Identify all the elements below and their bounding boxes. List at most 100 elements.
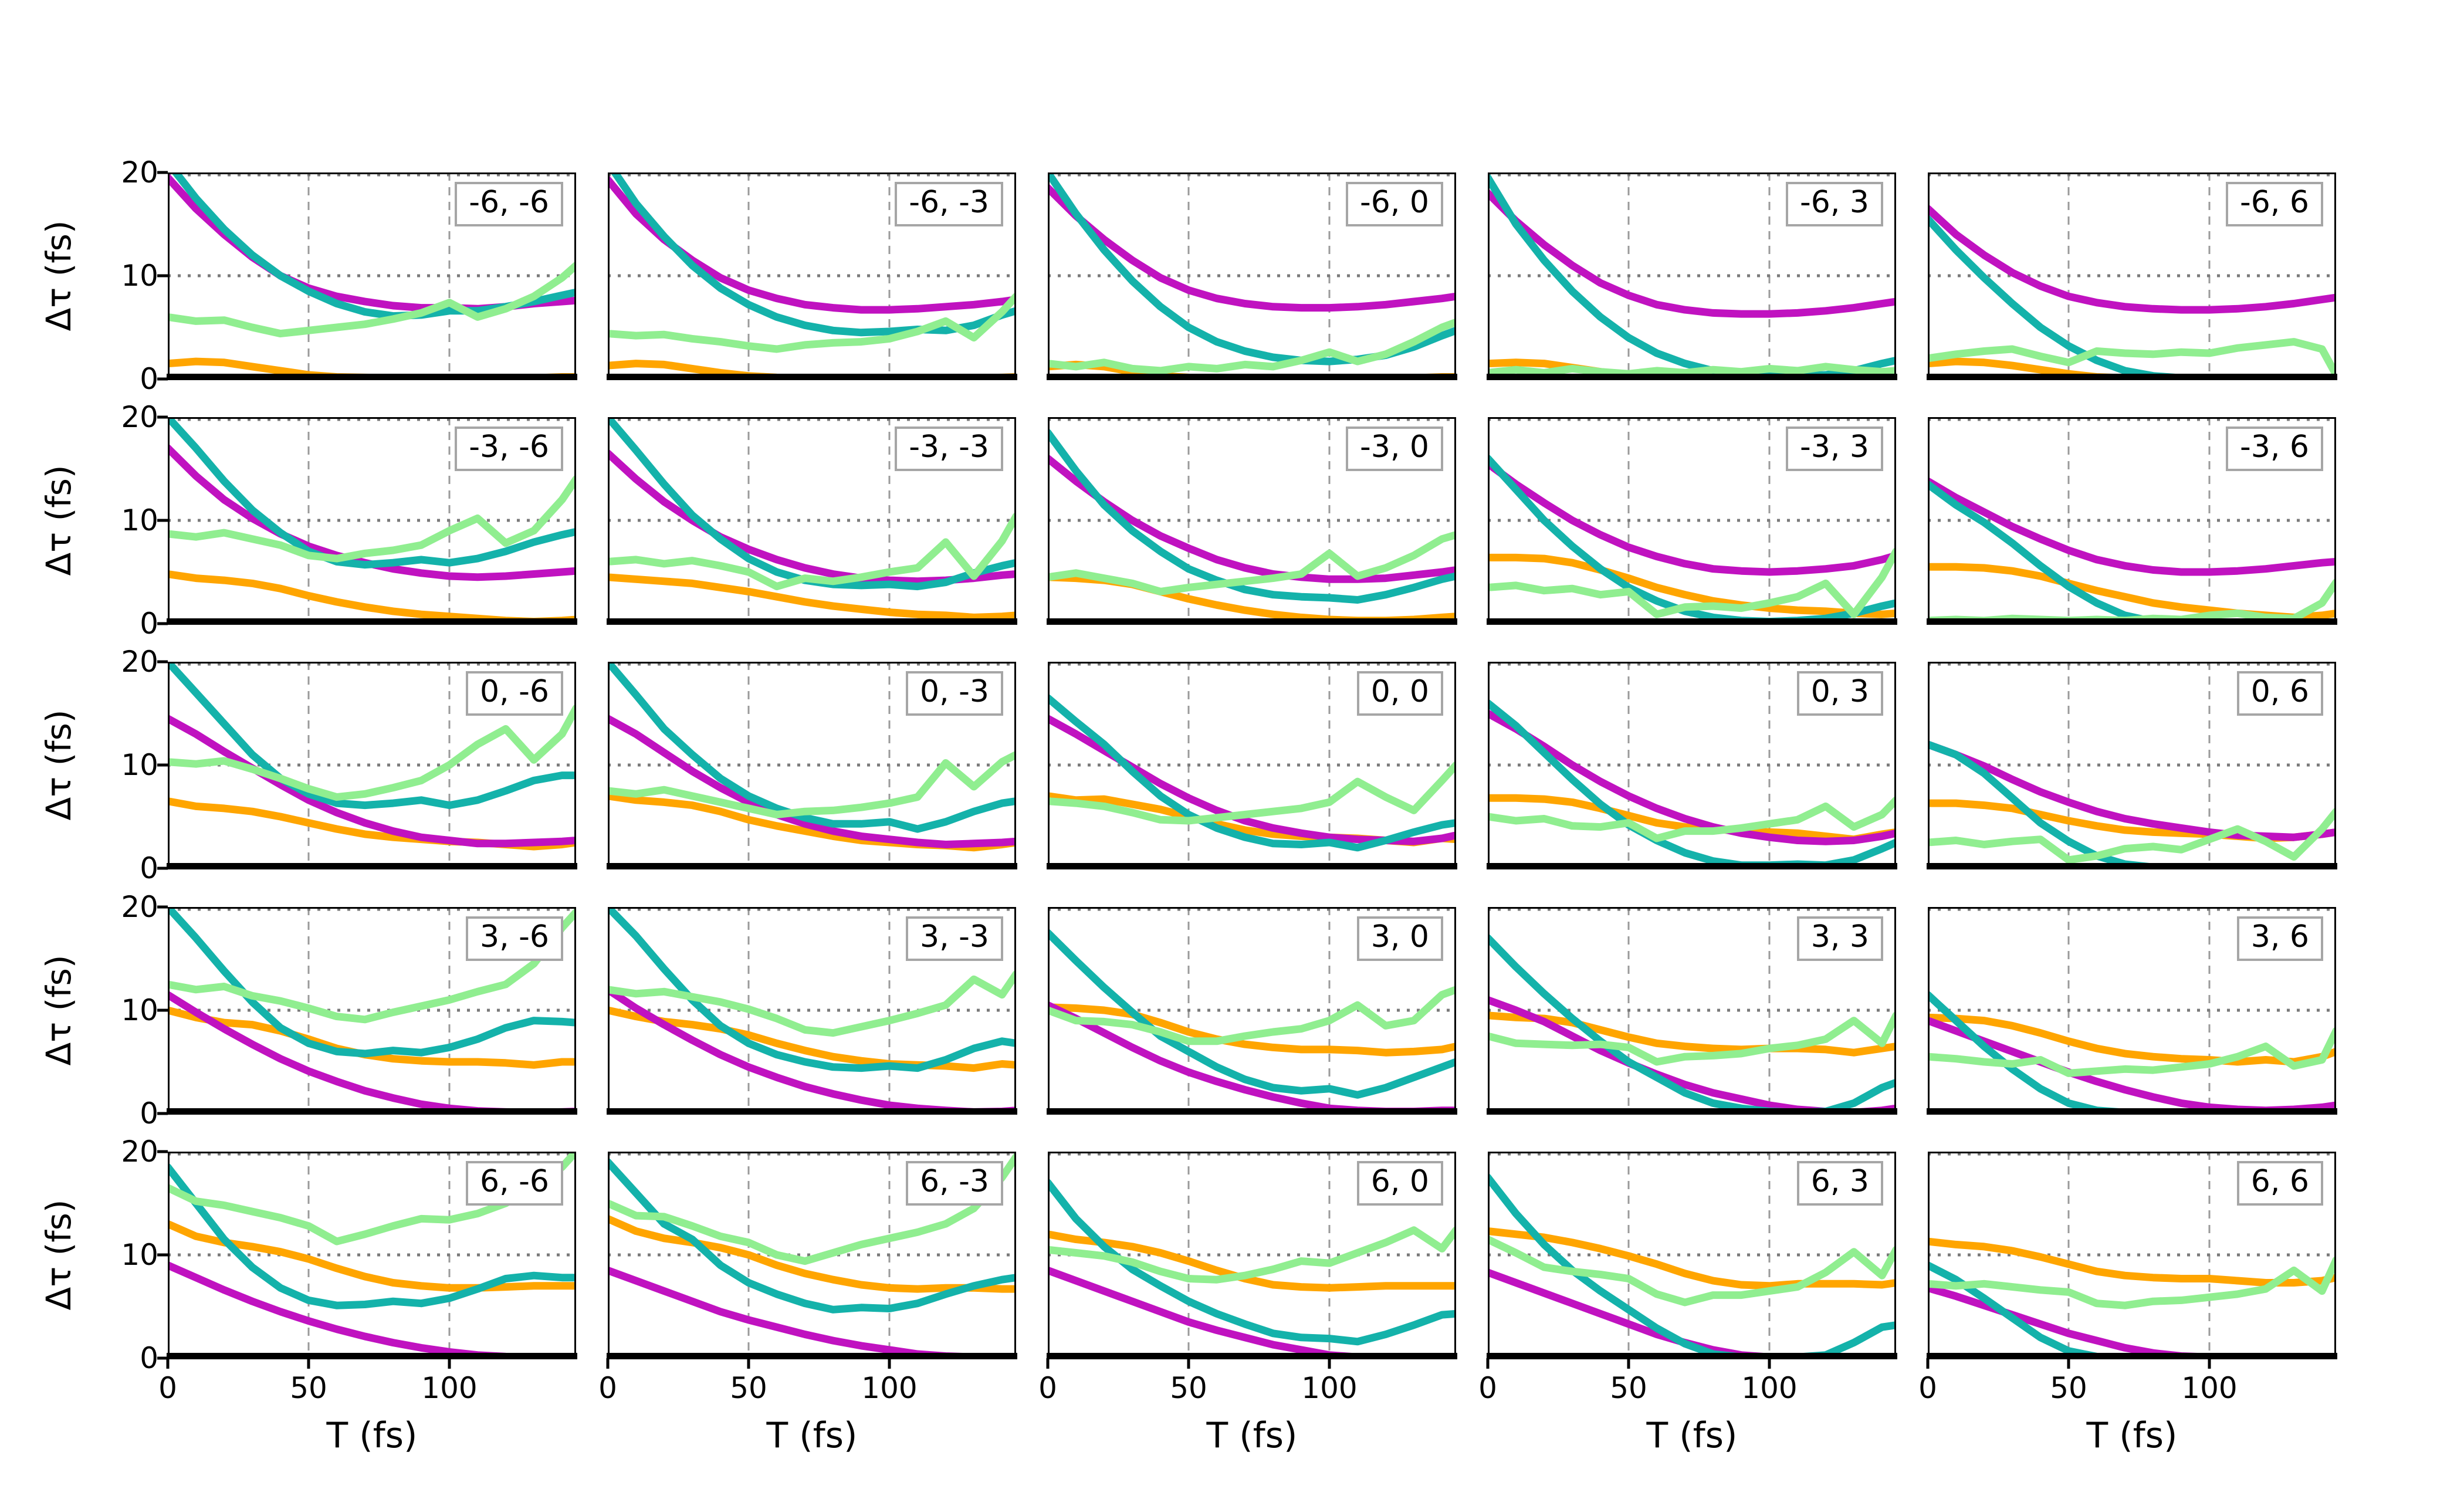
panel-label: -6, 0 (1346, 182, 1443, 226)
y-tick-label: 10 (121, 1238, 158, 1272)
y-axis-title: Δτ (fs) (39, 709, 79, 821)
x-axis-title: T (fs) (2086, 1415, 2178, 1456)
x-axis-spine (1047, 1353, 1457, 1359)
panel-chart (607, 662, 1017, 869)
x-tick-label: 50 (1610, 1371, 1647, 1405)
orange-line (1928, 1013, 2336, 1066)
panel-label: 0, 0 (1356, 671, 1443, 716)
x-axis-spine (1487, 618, 1897, 625)
x-axis-title: T (fs) (766, 1415, 858, 1456)
magenta-line (1488, 459, 1896, 576)
panel-label: 3, 6 (2236, 916, 2323, 961)
magenta-line (168, 715, 576, 848)
teal-line (1488, 174, 1896, 379)
teal-line (1048, 428, 1456, 604)
teal-line (1048, 1179, 1456, 1346)
panel-6_0: 6, 0 (1046, 1152, 1457, 1369)
teal-line (1488, 934, 1896, 1113)
y-tick-label: 20 (121, 645, 158, 679)
panel-3_3: 3, 3 (1487, 907, 1897, 1115)
panel-label: -3, -6 (455, 427, 563, 471)
green-line (608, 512, 1016, 591)
x-axis-spine (1047, 1108, 1457, 1115)
y-tick-label: 20 (121, 400, 158, 434)
panel-label: 6, -6 (466, 1161, 563, 1206)
panel--3_-6: -3, -6 (157, 415, 577, 625)
panel-chart (1926, 1152, 2337, 1369)
y-tick-label: 0 (140, 1096, 158, 1131)
panel-3_-3: 3, -3 (607, 907, 1017, 1115)
magenta-line (1488, 709, 1896, 845)
green-line (1488, 796, 1896, 842)
x-axis-spine (1487, 1353, 1897, 1359)
x-axis-spine (607, 1353, 1017, 1359)
panel-chart (1927, 662, 2337, 869)
panel-chart (157, 171, 577, 381)
x-axis-title: T (fs) (1206, 1415, 1298, 1456)
panel-chart (607, 417, 1017, 625)
magenta-line (1048, 184, 1456, 312)
panel-chart (607, 907, 1017, 1115)
panel-chart (157, 660, 577, 870)
magenta-line (608, 1266, 1016, 1358)
magenta-line (1048, 454, 1456, 583)
x-axis-spine (607, 374, 1017, 380)
panel-6_3: 6, 3 (1486, 1152, 1897, 1369)
x-axis-spine (607, 1108, 1017, 1115)
x-axis-spine (607, 863, 1017, 869)
x-tick-label: 100 (421, 1371, 478, 1405)
x-tick-label: 50 (290, 1371, 327, 1405)
green-line (168, 475, 576, 563)
panel-0_6: 0, 6 (1927, 662, 2337, 869)
x-axis-title: T (fs) (1646, 1415, 1738, 1456)
panel-0_3: 0, 3 (1487, 662, 1897, 869)
x-tick-label: 0 (1478, 1371, 1497, 1405)
panel-label: 6, 3 (1796, 1161, 1883, 1206)
y-tick-label: 10 (121, 748, 158, 782)
y-tick-label: 0 (140, 607, 158, 641)
orange-line (608, 1006, 1016, 1072)
x-axis-spine (1927, 1353, 2337, 1359)
panel-label: -3, 3 (1786, 427, 1883, 471)
x-tick-label: 50 (730, 1371, 767, 1405)
orange-line (608, 573, 1016, 621)
x-tick-label: 0 (158, 1371, 177, 1405)
green-line (1488, 547, 1896, 618)
x-axis-spine (1927, 863, 2337, 869)
teal-line (608, 1158, 1016, 1314)
x-axis-spine (1047, 618, 1457, 625)
panel-chart (1927, 417, 2337, 625)
orange-line (1928, 1237, 2336, 1287)
panel-label: -3, 0 (1346, 427, 1443, 471)
panel-0_0: 0, 0 (1047, 662, 1457, 869)
teal-line (168, 1163, 576, 1309)
magenta-line (1928, 740, 2336, 841)
green-line (1488, 1236, 1896, 1307)
panel-6_-6: 6, -6 (157, 1150, 577, 1369)
panel-chart (606, 1152, 1017, 1369)
panel-chart (1047, 172, 1457, 380)
magenta-line (608, 715, 1016, 848)
panel--6_-3: -6, -3 (607, 172, 1017, 380)
panel-chart (1047, 907, 1457, 1115)
panel--3_-3: -3, -3 (607, 417, 1017, 625)
panel-chart (607, 172, 1017, 380)
panel-label: 3, 3 (1796, 916, 1883, 961)
orange-line (1048, 1230, 1456, 1292)
panel-label: 0, 6 (2236, 671, 2323, 716)
panel-chart (1927, 907, 2337, 1115)
orange-line (168, 1220, 576, 1292)
x-tick-label: 100 (1741, 1371, 1798, 1405)
orange-line (168, 1006, 576, 1069)
panel--3_0: -3, 0 (1047, 417, 1457, 625)
x-tick-label: 100 (861, 1371, 918, 1405)
green-line (168, 704, 576, 801)
panel-label: -3, 6 (2226, 427, 2323, 471)
panel--6_6: -6, 6 (1927, 172, 2337, 380)
teal-line (1048, 694, 1456, 852)
panel--6_-6: -6, -6 (157, 171, 577, 381)
panel-6_6: 6, 6 (1926, 1152, 2337, 1369)
teal-line (168, 662, 576, 810)
green-line (1488, 1011, 1896, 1066)
x-tick-label: 0 (1038, 1371, 1057, 1405)
